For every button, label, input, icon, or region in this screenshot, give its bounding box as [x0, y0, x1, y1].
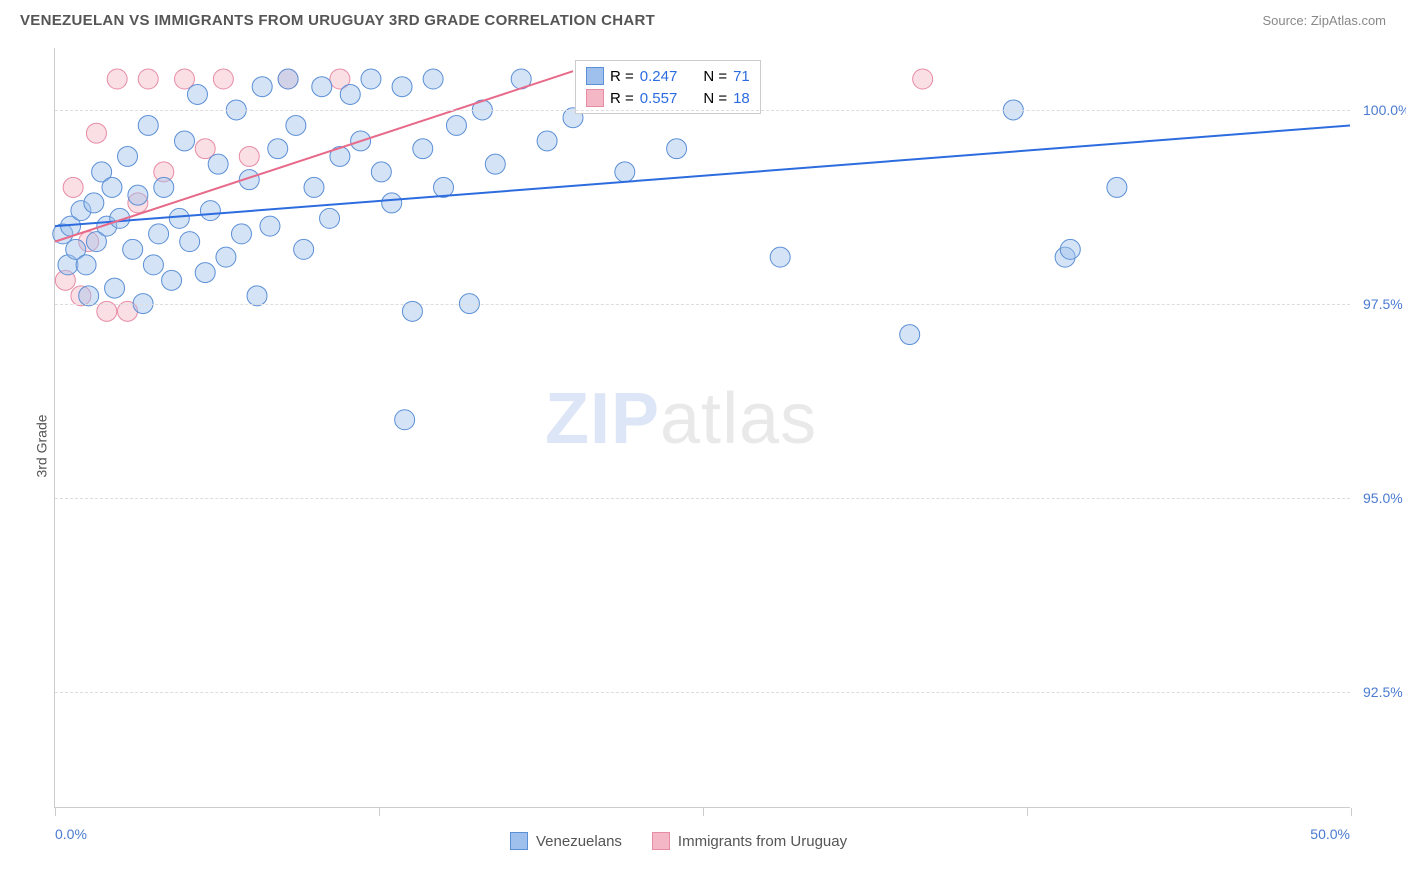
- chart-title: VENEZUELAN VS IMMIGRANTS FROM URUGUAY 3R…: [20, 12, 655, 29]
- scatter-point: [913, 69, 933, 89]
- legend-swatch-venezuelans: [510, 832, 528, 850]
- series-legend: Venezuelans Immigrants from Uruguay: [510, 832, 847, 850]
- n-label: N =: [703, 68, 727, 85]
- scatter-point: [208, 154, 228, 174]
- plot-area: ZIPatlas R = 0.247 N = 71 R = 0.557 N = …: [54, 48, 1350, 808]
- legend-row-uruguay: R = 0.557 N = 18: [586, 87, 750, 109]
- scatter-point: [446, 115, 466, 135]
- n-value-uruguay: 18: [733, 90, 750, 107]
- scatter-point: [392, 77, 412, 97]
- scatter-point: [76, 255, 96, 275]
- scatter-point: [423, 69, 443, 89]
- r-value-venezuelans: 0.247: [640, 68, 678, 85]
- scatter-point: [169, 208, 189, 228]
- scatter-point: [84, 193, 104, 213]
- y-tick-label: 92.5%: [1363, 684, 1403, 700]
- scatter-point: [187, 84, 207, 104]
- scatter-point: [413, 139, 433, 159]
- gridline: [55, 692, 1350, 693]
- legend-swatch-uruguay: [652, 832, 670, 850]
- gridline: [55, 304, 1350, 305]
- scatter-point: [154, 177, 174, 197]
- y-tick-label: 97.5%: [1363, 296, 1403, 312]
- scatter-point: [195, 263, 215, 283]
- scatter-point: [900, 325, 920, 345]
- scatter-point: [268, 139, 288, 159]
- scatter-point: [231, 224, 251, 244]
- scatter-point: [216, 247, 236, 267]
- swatch-venezuelans: [586, 67, 604, 85]
- scatter-point: [143, 255, 163, 275]
- x-tick: [55, 808, 56, 816]
- scatter-point: [382, 193, 402, 213]
- scatter-point: [138, 115, 158, 135]
- scatter-point: [213, 69, 233, 89]
- scatter-point: [118, 146, 138, 166]
- scatter-point: [1107, 177, 1127, 197]
- scatter-point: [667, 139, 687, 159]
- x-tick: [1027, 808, 1028, 816]
- gridline: [55, 110, 1350, 111]
- legend-item-venezuelans: Venezuelans: [510, 832, 622, 850]
- scatter-point: [371, 162, 391, 182]
- scatter-point: [162, 270, 182, 290]
- n-value-venezuelans: 71: [733, 68, 750, 85]
- x-tick-label: 50.0%: [1310, 826, 1350, 842]
- swatch-uruguay: [586, 89, 604, 107]
- chart-header: VENEZUELAN VS IMMIGRANTS FROM URUGUAY 3R…: [0, 0, 1406, 37]
- x-tick: [379, 808, 380, 816]
- scatter-point: [180, 232, 200, 252]
- scatter-point: [312, 77, 332, 97]
- scatter-point: [63, 177, 83, 197]
- scatter-point: [294, 239, 314, 259]
- x-tick: [703, 808, 704, 816]
- y-axis-label: 3rd Grade: [34, 414, 50, 477]
- scatter-point: [1060, 239, 1080, 259]
- scatter-point: [79, 286, 99, 306]
- y-tick-label: 95.0%: [1363, 490, 1403, 506]
- scatter-point: [278, 69, 298, 89]
- r-value-uruguay: 0.557: [640, 90, 678, 107]
- scatter-point: [260, 216, 280, 236]
- scatter-point: [123, 239, 143, 259]
- scatter-point: [239, 146, 259, 166]
- legend-label-venezuelans: Venezuelans: [536, 833, 622, 850]
- scatter-point: [102, 177, 122, 197]
- scatter-point: [320, 208, 340, 228]
- n-label: N =: [703, 90, 727, 107]
- scatter-point: [105, 278, 125, 298]
- scatter-point: [200, 201, 220, 221]
- x-tick-label: 0.0%: [55, 826, 87, 842]
- scatter-point: [485, 154, 505, 174]
- legend-item-uruguay: Immigrants from Uruguay: [652, 832, 847, 850]
- legend-label-uruguay: Immigrants from Uruguay: [678, 833, 847, 850]
- scatter-point: [770, 247, 790, 267]
- scatter-point: [340, 84, 360, 104]
- legend-row-venezuelans: R = 0.247 N = 71: [586, 65, 750, 87]
- scatter-point: [395, 410, 415, 430]
- scatter-point: [361, 69, 381, 89]
- scatter-point: [304, 177, 324, 197]
- scatter-point: [252, 77, 272, 97]
- scatter-point: [537, 131, 557, 151]
- x-tick: [1351, 808, 1352, 816]
- scatter-point: [175, 131, 195, 151]
- chart-source: Source: ZipAtlas.com: [1262, 13, 1386, 28]
- correlation-legend: R = 0.247 N = 71 R = 0.557 N = 18: [575, 60, 761, 114]
- scatter-point: [286, 115, 306, 135]
- scatter-point: [615, 162, 635, 182]
- scatter-point: [138, 69, 158, 89]
- scatter-point: [107, 69, 127, 89]
- r-label: R =: [610, 90, 634, 107]
- y-tick-label: 100.0%: [1363, 102, 1406, 118]
- r-label: R =: [610, 68, 634, 85]
- scatter-point: [128, 185, 148, 205]
- scatter-point: [86, 123, 106, 143]
- scatter-svg: [55, 48, 1350, 807]
- gridline: [55, 498, 1350, 499]
- scatter-point: [149, 224, 169, 244]
- scatter-point: [247, 286, 267, 306]
